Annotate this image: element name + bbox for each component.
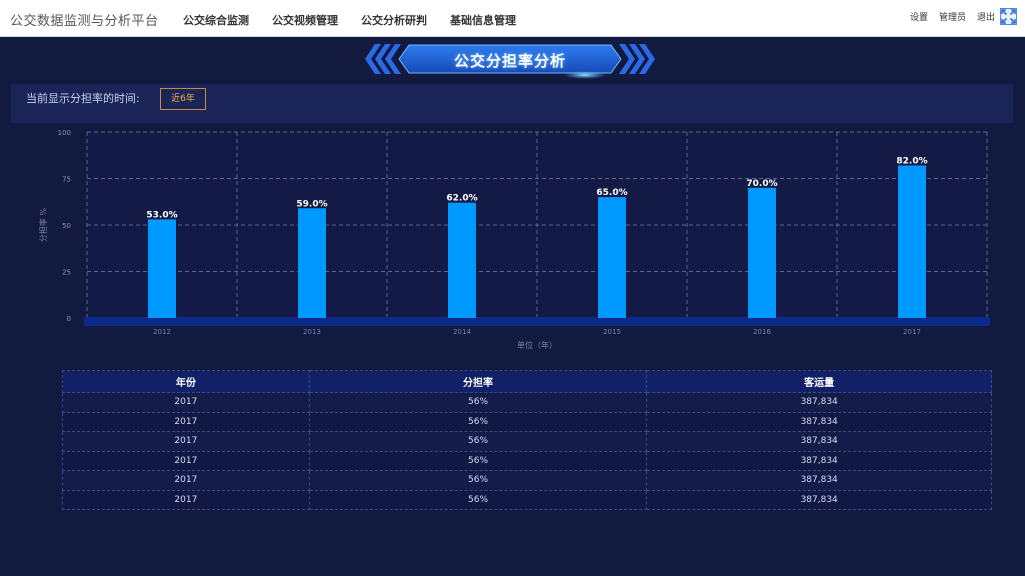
cell-passenger-volume: 387,834 (646, 392, 992, 413)
chart-x-tick-label: 2015 (603, 328, 621, 336)
section-title-banner: 公交分担率分析 (363, 42, 657, 80)
user-menu: 设置 管理员 退出 (899, 8, 1017, 25)
chart-y-ticks: 0 25 50 75 100 (58, 129, 71, 323)
table-row: 2017 56% 387,834 (62, 489, 992, 510)
chart-bar[interactable] (448, 202, 476, 318)
chart-data-label: 82.0% (896, 156, 927, 166)
nav-item-basic-info[interactable]: 基础信息管理 (450, 14, 516, 27)
table-row: 2017 56% 387,834 (62, 392, 992, 413)
cell-passenger-volume: 387,834 (646, 431, 992, 452)
cell-passenger-volume: 387,834 (646, 450, 992, 471)
filter-label: 当前显示分担率的时间: (26, 92, 140, 105)
nav-item-video-management[interactable]: 公交视频管理 (272, 14, 338, 27)
cell-share-rate: 56% (308, 392, 648, 413)
share-rate-bar-chart: 0 25 50 75 100 2012 2013 2014 2015 2016 2017 53.0… (38, 129, 990, 350)
chart-data-label: 70.0% (746, 179, 777, 189)
cell-share-rate: 56% (308, 470, 648, 491)
cell-year: 2017 (62, 489, 310, 510)
cell-year: 2017 (62, 450, 310, 471)
cell-year: 2017 (62, 411, 310, 432)
chart-bar[interactable] (298, 208, 326, 318)
chart-y-tick-label: 0 (67, 315, 71, 323)
nav-item-integrated-monitoring[interactable]: 公交综合监测 (183, 14, 249, 27)
chart-x-axis-label: 单位（年） (517, 340, 557, 350)
chart-x-tick-label: 2012 (153, 328, 171, 336)
filter-bar: 当前显示分担率的时间: 近6年 (11, 84, 1013, 123)
header-passenger-volume: 客运量 (646, 370, 992, 393)
chart-x-tick-label: 2017 (903, 328, 921, 336)
fullscreen-icon[interactable] (1000, 8, 1017, 25)
cell-passenger-volume: 387,834 (646, 489, 992, 510)
chart-bar[interactable] (748, 187, 776, 318)
table-row: 2017 56% 387,834 (62, 411, 992, 432)
cell-year: 2017 (62, 392, 310, 413)
header-share-rate: 分担率 (308, 370, 648, 393)
chart-y-tick-label: 100 (58, 129, 71, 137)
chart-y-tick-label: 50 (62, 222, 71, 230)
cell-year: 2017 (62, 470, 310, 491)
top-nav-bar: 公交数据监测与分析平台 公交综合监测 公交视频管理 公交分析研判 基础信息管理 … (0, 0, 1025, 37)
chart-baseline-bar (84, 317, 990, 326)
chart-x-tick-label: 2014 (453, 328, 471, 336)
cell-share-rate: 56% (308, 489, 648, 510)
title-banner-decoration (365, 44, 655, 79)
share-rate-table: 年份 分担率 客运量 2017 56% 387,834 2017 56% 387… (62, 370, 992, 510)
chart-x-ticks: 2012 2013 2014 2015 2016 2017 (153, 328, 921, 336)
chart-data-label: 62.0% (446, 194, 477, 204)
chart-bar[interactable] (898, 165, 926, 318)
settings-link[interactable]: 设置 (909, 13, 928, 23)
table-header-row: 年份 分担率 客运量 (62, 370, 992, 393)
table-row: 2017 56% 387,834 (62, 470, 992, 491)
chart-data-label: 59.0% (296, 199, 327, 209)
chart-y-axis-label: 分担率 % (38, 208, 48, 243)
chart-bar[interactable] (598, 197, 626, 318)
table-row: 2017 56% 387,834 (62, 431, 992, 452)
chart-data-label: 65.0% (596, 188, 627, 198)
cell-passenger-volume: 387,834 (646, 470, 992, 491)
table-row: 2017 56% 387,834 (62, 450, 992, 471)
cell-share-rate: 56% (308, 411, 648, 432)
cell-passenger-volume: 387,834 (646, 411, 992, 432)
chart-x-tick-label: 2016 (753, 328, 771, 336)
cell-share-rate: 56% (308, 431, 648, 452)
time-range-button[interactable]: 近6年 (160, 88, 206, 110)
chart-x-tick-label: 2013 (303, 328, 321, 336)
chart-data-labels: 53.0% 59.0% 62.0% 65.0% 70.0% 82.0% (146, 156, 927, 220)
chart-y-tick-label: 25 (62, 269, 71, 277)
section-title: 公交分担率分析 (453, 52, 566, 70)
chart-bar[interactable] (148, 219, 176, 318)
chart-y-tick-label: 75 (62, 176, 71, 184)
chart-grid (86, 131, 988, 319)
cell-share-rate: 56% (308, 450, 648, 471)
logout-link[interactable]: 退出 (976, 13, 995, 23)
app-title: 公交数据监测与分析平台 (10, 14, 159, 29)
header-year: 年份 (62, 370, 310, 393)
main-nav: 公交综合监测 公交视频管理 公交分析研判 基础信息管理 (183, 12, 539, 28)
chart-bars (148, 165, 926, 318)
cell-year: 2017 (62, 431, 310, 452)
admin-link[interactable]: 管理员 (938, 13, 966, 23)
nav-item-analysis[interactable]: 公交分析研判 (361, 14, 427, 27)
chart-data-label: 53.0% (146, 210, 177, 220)
